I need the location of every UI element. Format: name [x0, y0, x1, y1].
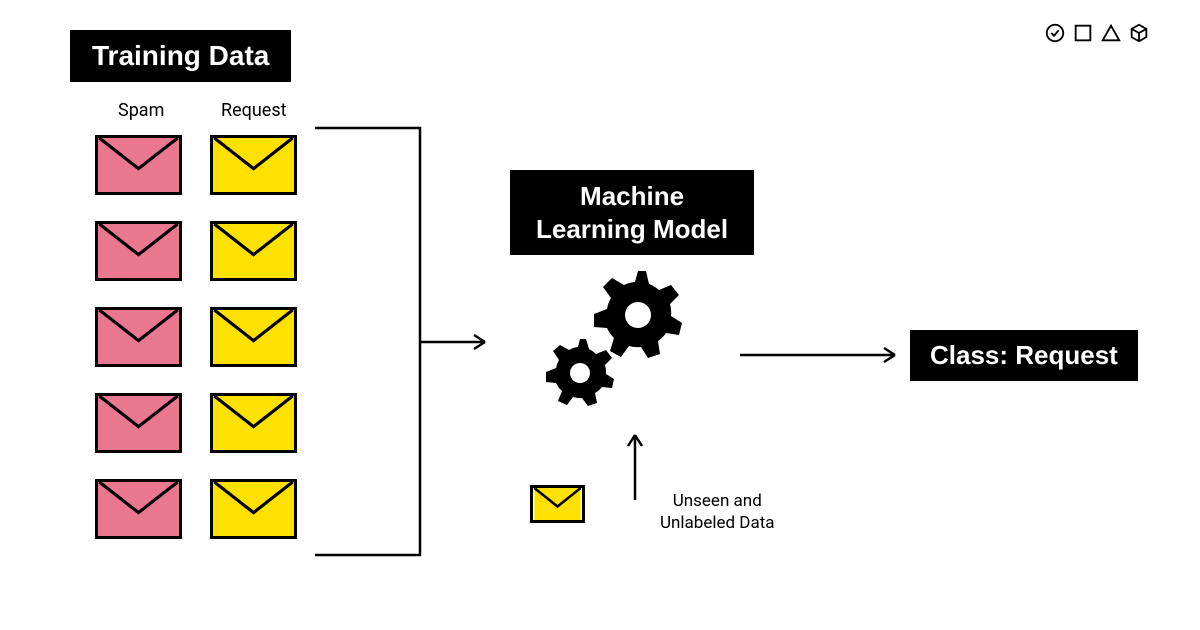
- envelope-spam-4: [95, 479, 182, 539]
- output-class-box: Class: Request: [910, 330, 1138, 381]
- training-data-header: Training Data: [70, 30, 291, 82]
- ml-header-line1: Machine: [580, 181, 684, 211]
- unseen-line1: Unseen and: [673, 491, 762, 511]
- ml-header-line2: Learning Model: [536, 214, 728, 244]
- unseen-envelope: [530, 485, 585, 523]
- request-column-label: Request: [221, 100, 287, 121]
- envelope-request-4: [210, 479, 297, 539]
- corner-icons: [1044, 22, 1150, 44]
- unseen-data-label: Unseen and Unlabeled Data: [660, 490, 775, 534]
- envelope-request-3: [210, 393, 297, 453]
- gears-icon: [540, 265, 700, 425]
- envelope-spam-1: [95, 221, 182, 281]
- square-icon: [1072, 22, 1094, 44]
- envelope-request-2: [210, 307, 297, 367]
- envelope-request-1: [210, 221, 297, 281]
- check-circle-icon: [1044, 22, 1066, 44]
- envelope-spam-0: [95, 135, 182, 195]
- ml-model-header: Machine Learning Model: [510, 170, 754, 255]
- envelope-spam-2: [95, 307, 182, 367]
- spam-column-label: Spam: [118, 100, 164, 121]
- envelope-spam-3: [95, 393, 182, 453]
- envelope-request-0: [210, 135, 297, 195]
- unseen-line2: Unlabeled Data: [660, 513, 775, 533]
- triangle-icon: [1100, 22, 1122, 44]
- cube-icon: [1128, 22, 1150, 44]
